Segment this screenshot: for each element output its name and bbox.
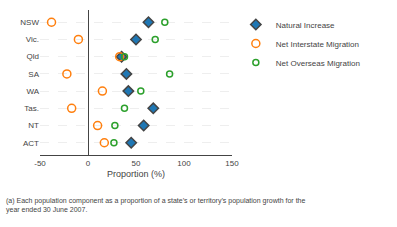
svg-text:NSW: NSW xyxy=(20,18,39,27)
svg-text:-50: -50 xyxy=(34,159,46,168)
svg-text:NT: NT xyxy=(28,121,39,130)
svg-text:SA: SA xyxy=(28,70,39,79)
svg-text:Qld: Qld xyxy=(27,52,39,61)
svg-text:Net Interstate Migration: Net Interstate Migration xyxy=(276,40,359,49)
svg-text:Vic.: Vic. xyxy=(26,35,39,44)
svg-text:0: 0 xyxy=(86,159,91,168)
svg-text:WA: WA xyxy=(26,87,39,96)
svg-text:Tas.: Tas. xyxy=(24,104,39,113)
svg-text:ACT: ACT xyxy=(23,139,39,148)
svg-text:50: 50 xyxy=(132,159,141,168)
svg-text:Net Overseas Migration: Net Overseas Migration xyxy=(276,59,360,68)
svg-text:Natural Increase: Natural Increase xyxy=(276,21,335,30)
svg-text:(a) Each population component: (a) Each population component as a propo… xyxy=(6,197,305,214)
svg-text:150: 150 xyxy=(225,159,239,168)
svg-text:100: 100 xyxy=(177,159,191,168)
svg-text:Proportion (%): Proportion (%) xyxy=(107,169,165,179)
